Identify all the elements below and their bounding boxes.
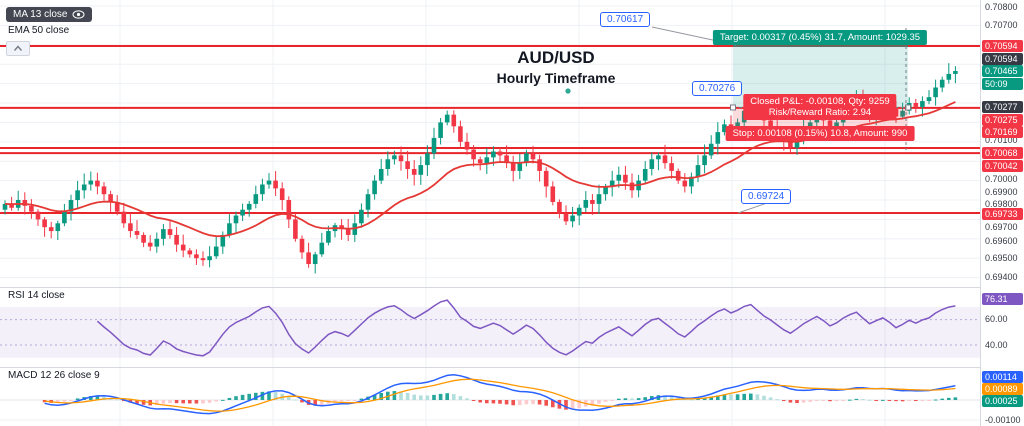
axis-price-badge: 0.70594 (982, 40, 1023, 52)
rsi-pane-label[interactable]: RSI 14 close (8, 290, 65, 301)
symbol-title: AUD/USD (517, 48, 595, 67)
axis-label: 0.70800 (985, 2, 1018, 12)
price-callout-70617[interactable]: 0.70617 (600, 12, 651, 27)
axis-price-badge: 0.00025 (982, 395, 1023, 407)
legend-ma13[interactable]: MA 13 close (6, 7, 93, 22)
price-callout-70276[interactable]: 0.70276 (692, 81, 743, 96)
position-rr-line: Risk/Reward Ratio: 2.94 (768, 107, 872, 118)
eye-icon[interactable] (72, 10, 85, 19)
axis-price-badge: 0.70277 (982, 101, 1023, 113)
price-axis[interactable]: 0.70800 0.70700 0.70100 0.70000 0.69900 0.698… (980, 0, 1024, 426)
axis-label: 0.69400 (985, 272, 1018, 282)
axis-label: 0.69600 (985, 236, 1018, 246)
axis-price-badge: 0.70068 (982, 147, 1023, 159)
ema-line[interactable] (4, 101, 956, 238)
rsi-pane (0, 299, 980, 358)
axis-label: 0.69900 (985, 187, 1018, 197)
axis-price-badge: 0.70042 (982, 160, 1023, 172)
axis-label: 0.69500 (985, 253, 1018, 263)
legend-ema50[interactable]: EMA 50 close (6, 22, 92, 39)
axis-price-badge: 0.70169 (982, 126, 1023, 138)
indicator-legend: MA 13 close EMA 50 close (6, 4, 93, 56)
position-pnl-line1: Closed P&L: -0.00108, Qty: 9259 (750, 96, 890, 107)
macd-pane-label[interactable]: MACD 12 26 close 9 (8, 370, 100, 381)
chevron-up-icon (13, 45, 23, 51)
ma13-label: MA 13 close (13, 9, 68, 20)
ema50-label: EMA 50 close (8, 25, 70, 36)
axis-price-badge: 0.69733 (982, 208, 1023, 220)
chart-title-annotation[interactable]: AUD/USD Hourly Timeframe (497, 48, 616, 86)
axis-label: 0.70100 (985, 135, 1018, 145)
timeframe-title: Hourly Timeframe (496, 70, 616, 86)
axis-price-badge: 0.70465 (982, 65, 1023, 77)
drawing-anchor-dot[interactable] (565, 88, 571, 94)
axis-label: 0.70000 (985, 174, 1018, 184)
axis-label: 0.70700 (985, 20, 1018, 30)
axis-label: -0.00100 (985, 415, 1021, 425)
axis-price-badge: 76.31 (982, 293, 1023, 305)
position-stop-label[interactable]: Stop: 0.00108 (0.15%) 10.8, Amount: 990 (725, 126, 915, 141)
axis-label: 60.00 (985, 314, 1008, 324)
axis-price-badge: 0.70594 (982, 53, 1023, 65)
position-pnl-label[interactable]: Closed P&L: -0.00108, Qty: 9259 Risk/Rew… (743, 94, 897, 120)
axis-price-badge: 0.70275 (982, 114, 1023, 126)
axis-price-badge: 0.00114 (982, 371, 1023, 383)
position-target-label[interactable]: Target: 0.00317 (0.45%) 31.7, Amount: 10… (712, 30, 928, 45)
axis-label: 0.69800 (985, 199, 1018, 209)
macd-pane (0, 374, 980, 421)
axis-price-badge: 0.00089 (982, 383, 1023, 395)
axis-price-badge: 50:09 (982, 78, 1023, 90)
price-callout-69724[interactable]: 0.69724 (741, 189, 792, 204)
legend-collapse-button[interactable] (6, 41, 30, 56)
axis-label: 40.00 (985, 340, 1008, 350)
axis-label: 0.69700 (985, 222, 1018, 232)
